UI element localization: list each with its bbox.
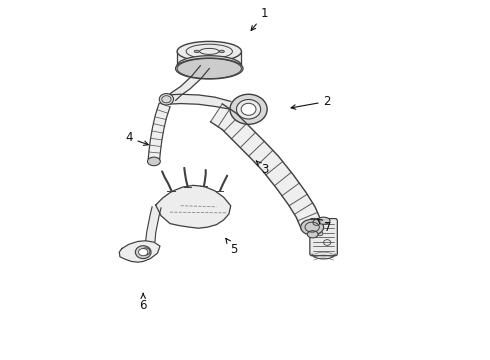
FancyBboxPatch shape [310, 219, 337, 256]
Text: 4: 4 [125, 131, 148, 145]
Ellipse shape [313, 220, 320, 225]
Ellipse shape [237, 99, 261, 119]
Text: 5: 5 [226, 238, 238, 256]
Text: 2: 2 [291, 95, 331, 109]
Ellipse shape [159, 94, 173, 105]
Ellipse shape [317, 231, 323, 236]
Text: 7: 7 [318, 219, 331, 234]
Ellipse shape [177, 41, 242, 62]
Polygon shape [156, 185, 231, 228]
Polygon shape [148, 103, 170, 160]
Polygon shape [211, 104, 321, 229]
Polygon shape [166, 66, 209, 100]
Ellipse shape [177, 56, 242, 76]
Text: 6: 6 [140, 293, 147, 312]
Ellipse shape [175, 58, 243, 79]
Text: 1: 1 [251, 8, 269, 31]
Ellipse shape [219, 50, 224, 53]
Polygon shape [119, 241, 160, 262]
Ellipse shape [307, 231, 318, 238]
Ellipse shape [241, 103, 256, 115]
Polygon shape [166, 94, 231, 109]
Ellipse shape [301, 219, 323, 235]
Ellipse shape [147, 157, 160, 166]
Ellipse shape [139, 249, 148, 256]
Ellipse shape [230, 94, 267, 124]
Text: 3: 3 [256, 161, 269, 176]
Ellipse shape [135, 246, 151, 258]
Polygon shape [177, 51, 242, 66]
Ellipse shape [317, 217, 330, 224]
Ellipse shape [194, 50, 199, 53]
Polygon shape [146, 207, 161, 242]
